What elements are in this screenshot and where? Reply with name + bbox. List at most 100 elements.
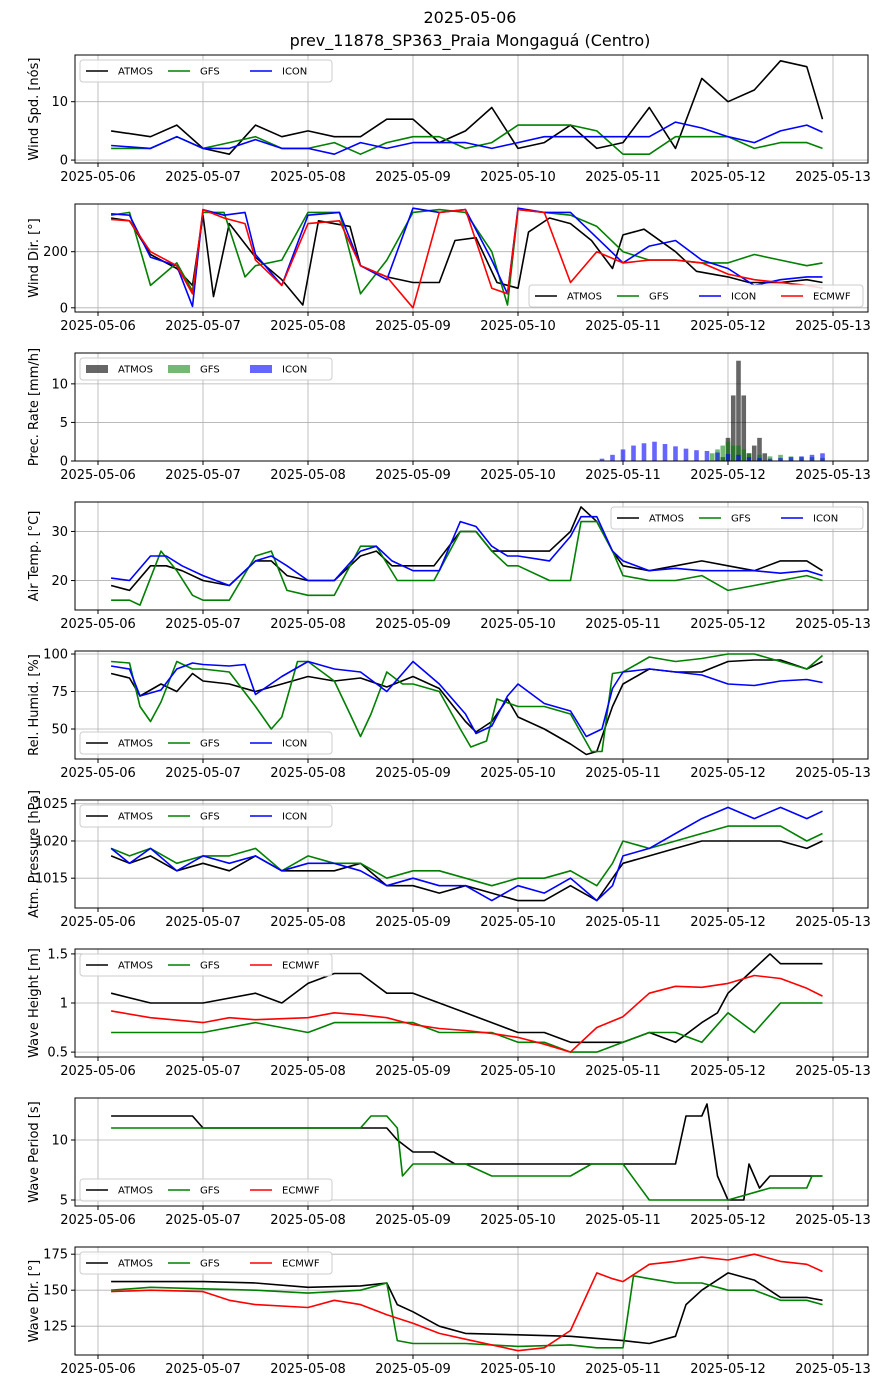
legend-box <box>79 59 333 83</box>
series-line-ecmwf <box>111 1253 823 1352</box>
legend-box <box>79 804 333 828</box>
x-tick-label: 2025-05-06 <box>60 1213 136 1228</box>
x-tick-label: 2025-05-07 <box>165 915 241 930</box>
legend-swatch-icon <box>250 365 272 373</box>
x-tick-label: 2025-05-06 <box>60 1362 136 1377</box>
x-tick-label: 2025-05-13 <box>795 617 871 632</box>
panel-6: 2025-05-06 2025-05-07 2025-05-08 2025-05-09… <box>27 790 871 930</box>
series-line-gfs <box>111 520 823 606</box>
y-tick-label: 100 <box>43 648 68 663</box>
bar-gfs <box>730 445 736 461</box>
y-tick-label: 10 <box>51 95 68 110</box>
y-axis-label: Wind Dir. [°] <box>27 218 42 298</box>
x-tick-label: 2025-05-12 <box>690 766 766 781</box>
bar-icon <box>694 450 699 461</box>
bar-icon <box>652 441 657 461</box>
x-tick-label: 2025-05-13 <box>795 1064 871 1079</box>
panel-4: 2025-05-06 2025-05-07 2025-05-08 2025-05-09… <box>27 501 871 632</box>
bar-icon <box>673 446 678 461</box>
x-tick-label: 2025-05-09 <box>375 617 451 632</box>
legend-label-icon: ICON <box>731 292 756 303</box>
figure-title-station: prev_11878_SP363_Praia Mongaguá (Centro) <box>290 31 651 51</box>
legend-box <box>79 357 333 381</box>
x-tick-label: 2025-05-13 <box>795 170 871 185</box>
bar-atmos <box>751 445 757 461</box>
x-tick-label: 2025-05-10 <box>480 319 556 334</box>
y-tick-label: 1 <box>60 997 68 1012</box>
y-tick-label: 1.5 <box>47 947 68 962</box>
bar-gfs <box>709 453 715 461</box>
legend-label-gfs: GFS <box>731 514 751 525</box>
bar-icon <box>778 457 783 461</box>
x-tick-label: 2025-05-10 <box>480 170 556 185</box>
legend-label-gfs: GFS <box>200 961 220 972</box>
x-tick-label: 2025-05-08 <box>270 468 346 483</box>
legend-label-ecmwf: ECMWF <box>282 1186 320 1197</box>
bar-atmos <box>736 360 741 461</box>
x-tick-label: 2025-05-08 <box>270 1213 346 1228</box>
legend-label-icon: ICON <box>282 365 307 376</box>
legend-label-gfs: GFS <box>200 67 220 78</box>
y-tick-label: 30 <box>51 525 68 540</box>
x-tick-label: 2025-05-10 <box>480 766 556 781</box>
bar-icon <box>704 450 710 461</box>
y-tick-label: 50 <box>51 723 68 738</box>
x-tick-label: 2025-05-13 <box>795 915 871 930</box>
x-tick-label: 2025-05-07 <box>165 468 241 483</box>
panel-3: 2025-05-06 2025-05-07 2025-05-08 2025-05-09… <box>27 348 871 483</box>
x-tick-label: 2025-05-10 <box>480 468 556 483</box>
bar-icon <box>610 454 615 461</box>
x-tick-label: 2025-05-13 <box>795 1362 871 1377</box>
y-tick-label: 175 <box>43 1248 68 1263</box>
x-tick-label: 2025-05-11 <box>585 468 661 483</box>
legend-label-ecmwf: ECMWF <box>282 1259 320 1270</box>
x-tick-label: 2025-05-11 <box>585 766 661 781</box>
x-tick-label: 2025-05-11 <box>585 915 661 930</box>
plot-area <box>111 1103 823 1201</box>
legend-label-atmos: ATMOS <box>118 67 153 78</box>
x-tick-label: 2025-05-07 <box>165 1213 241 1228</box>
legend-box <box>79 731 333 755</box>
x-tick-label: 2025-05-09 <box>375 468 451 483</box>
legend-box <box>79 953 333 977</box>
bar-icon <box>809 454 815 461</box>
x-tick-label: 2025-05-11 <box>585 1362 661 1377</box>
bar-icon <box>767 458 773 461</box>
x-tick-label: 2025-05-06 <box>60 766 136 781</box>
legend: ATMOS GFS ICON <box>79 59 333 83</box>
x-tick-label: 2025-05-11 <box>585 319 661 334</box>
x-tick-label: 2025-05-08 <box>270 1064 346 1079</box>
legend: ATMOS GFS ECMWF <box>79 1178 333 1202</box>
bar-icon <box>620 449 626 461</box>
bar-atmos <box>762 453 768 461</box>
bar-gfs <box>736 445 741 461</box>
x-tick-label: 2025-05-12 <box>690 1064 766 1079</box>
bar-gfs <box>725 441 731 461</box>
x-tick-label: 2025-05-13 <box>795 468 871 483</box>
x-tick-label: 2025-05-12 <box>690 170 766 185</box>
x-tick-label: 2025-05-07 <box>165 170 241 185</box>
legend-box <box>79 1251 333 1275</box>
legend: ATMOS GFS ECMWF <box>79 1251 333 1275</box>
y-axis-label: Rel. Humid. [%] <box>27 654 42 756</box>
bar-atmos <box>741 395 747 461</box>
x-tick-label: 2025-05-07 <box>165 766 241 781</box>
series-line-gfs <box>111 1115 823 1201</box>
series-line-gfs <box>110 825 823 887</box>
axes-frame <box>74 54 869 164</box>
bar-icon <box>641 443 647 461</box>
plot-area <box>110 953 823 1053</box>
x-tick-label: 2025-05-09 <box>375 1362 451 1377</box>
plot-area <box>110 59 824 155</box>
x-tick-label: 2025-05-08 <box>270 915 346 930</box>
bar-icon <box>631 445 636 461</box>
panel-2: 2025-05-06 2025-05-07 2025-05-08 2025-05-09… <box>27 203 871 334</box>
legend-box <box>79 1178 333 1202</box>
series-line-icon <box>110 515 823 587</box>
y-tick-label: 0 <box>60 455 68 470</box>
legend: ATMOS GFS ECMWF <box>79 953 333 977</box>
plot-area <box>110 207 823 309</box>
x-tick-label: 2025-05-09 <box>375 915 451 930</box>
x-tick-label: 2025-05-13 <box>795 766 871 781</box>
legend-label-atmos: ATMOS <box>118 1186 153 1197</box>
